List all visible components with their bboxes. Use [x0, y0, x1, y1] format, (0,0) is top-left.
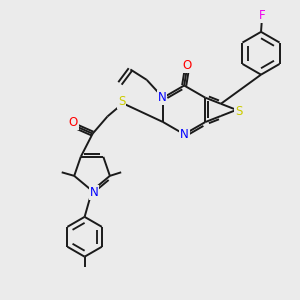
Text: F: F	[259, 9, 266, 22]
Text: N: N	[158, 91, 166, 104]
Text: O: O	[182, 59, 191, 72]
Text: N: N	[180, 128, 189, 141]
Text: S: S	[235, 105, 243, 118]
Text: O: O	[69, 116, 78, 130]
Text: S: S	[118, 95, 125, 108]
Text: N: N	[90, 186, 98, 199]
